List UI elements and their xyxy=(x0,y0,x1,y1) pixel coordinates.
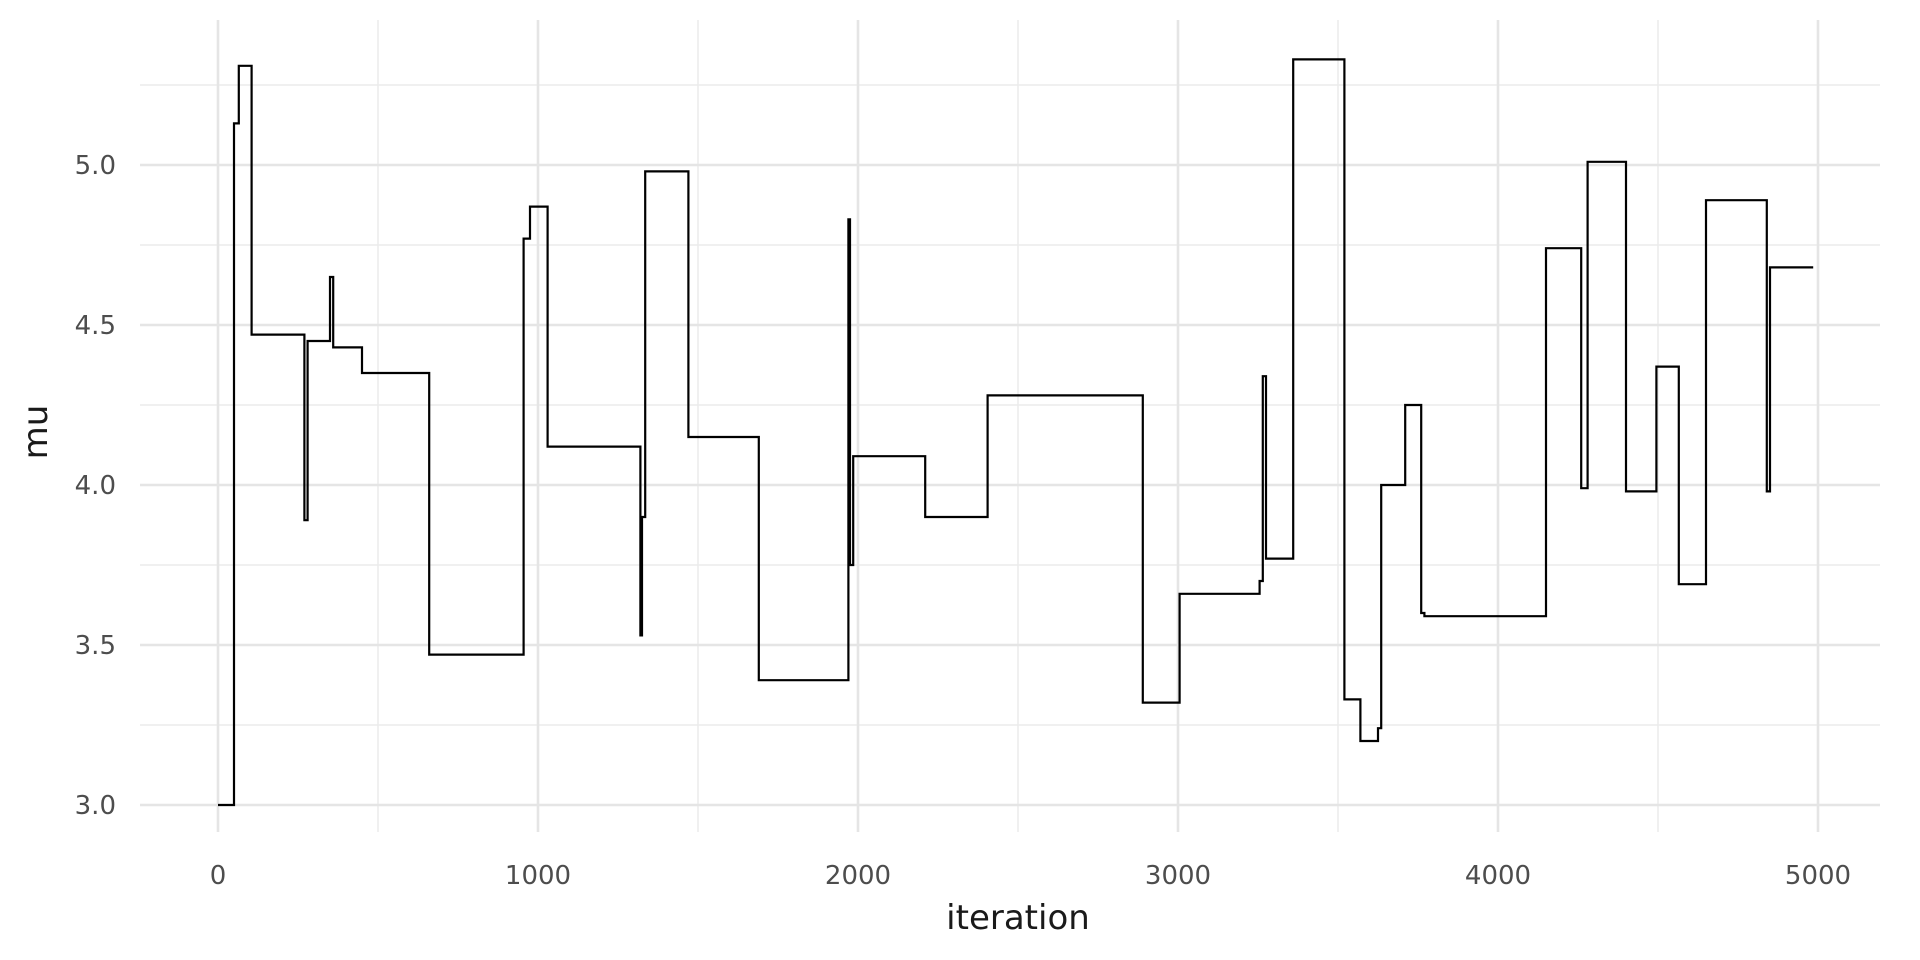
y-tick-label: 3.0 xyxy=(75,791,116,821)
x-tick-label: 5000 xyxy=(1785,861,1851,891)
grid-lines xyxy=(140,20,1880,832)
x-tick-label: 0 xyxy=(210,861,227,891)
x-axis-title: iteration xyxy=(946,898,1090,938)
x-tick-label: 3000 xyxy=(1145,861,1211,891)
x-tick-label: 4000 xyxy=(1465,861,1531,891)
y-tick-label: 4.0 xyxy=(75,471,116,501)
x-axis-ticks: 0 1000 2000 3000 4000 5000 xyxy=(210,861,1851,891)
trace-line xyxy=(218,58,1814,807)
y-tick-label: 4.5 xyxy=(75,311,116,341)
x-tick-label: 1000 xyxy=(505,861,571,891)
y-axis-title: mu xyxy=(16,405,56,460)
y-tick-label: 3.5 xyxy=(75,631,116,661)
x-tick-label: 2000 xyxy=(825,861,891,891)
trace-series xyxy=(218,58,1814,807)
y-axis-ticks: 3.0 3.5 4.0 4.5 5.0 xyxy=(75,151,116,821)
y-tick-label: 5.0 xyxy=(75,151,116,181)
